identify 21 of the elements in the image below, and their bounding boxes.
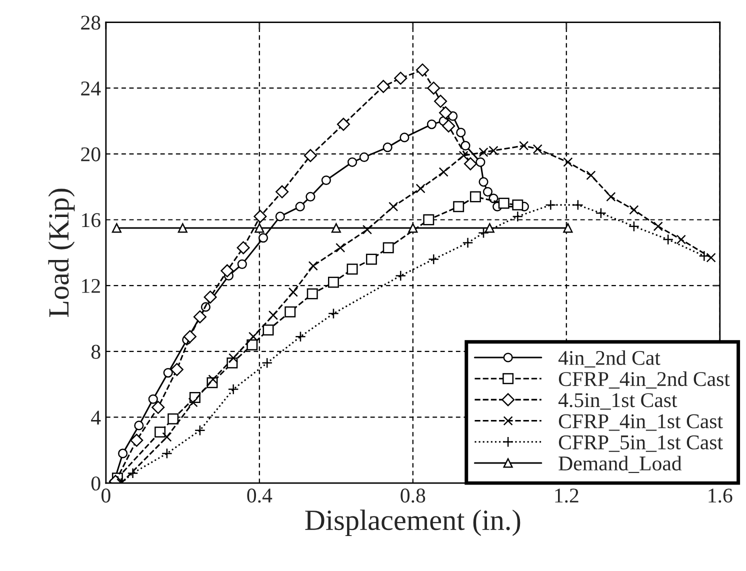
- legend-label: CFRP_5in_1st Cast: [558, 435, 723, 452]
- y-axis-title: Load (Kip): [48, 188, 75, 318]
- x-tick-label: 0: [102, 488, 110, 503]
- y-tick-label: 16: [82, 213, 100, 228]
- y-tick-label: 20: [81, 147, 100, 162]
- legend-label: Demand_Load: [558, 456, 682, 473]
- legend-label: 4.5in_1st Cast: [558, 393, 678, 410]
- x-tick-label: 1.2: [555, 488, 578, 503]
- legend-label: CFRP_4in_1st Cast: [558, 414, 723, 431]
- legend-label: CFRP_4in_2nd Cast: [558, 371, 730, 389]
- y-tick-label: 4: [91, 410, 101, 424]
- x-tick-label: 1.6: [708, 488, 732, 503]
- y-tick-label: 0: [91, 476, 100, 490]
- x-tick-label: 0.4: [247, 488, 272, 503]
- x-axis-title: Displacement (in.): [305, 510, 520, 536]
- y-tick-label: 12: [82, 279, 100, 293]
- y-tick-label: 24: [81, 82, 101, 96]
- y-tick-label: 28: [81, 16, 100, 30]
- y-tick-label: 8: [91, 344, 100, 359]
- x-tick-label: 0.8: [400, 488, 426, 503]
- legend-label: 4in_2nd Cat: [558, 350, 660, 368]
